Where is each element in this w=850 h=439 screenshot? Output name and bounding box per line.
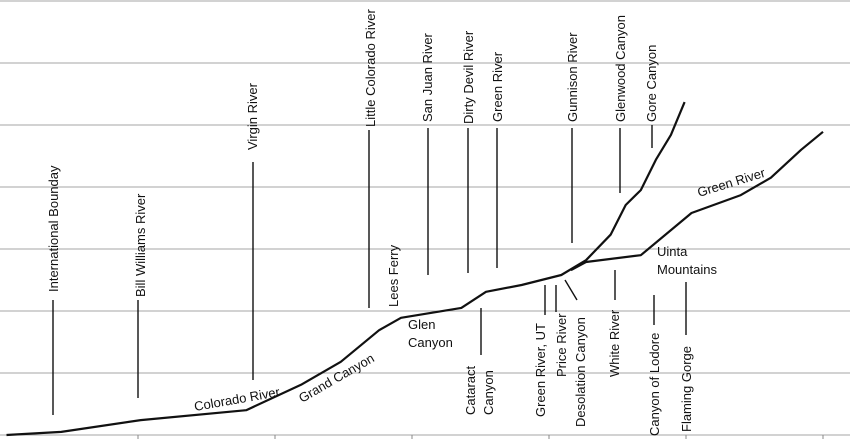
annotation-label: Green River, UT (533, 323, 548, 417)
annotation-label: Colorado River (193, 384, 282, 414)
annotation-label: Lees Ferry (386, 244, 401, 307)
annotation-label: Gore Canyon (644, 45, 659, 122)
river-profile (570, 130, 824, 272)
annotation-label: Mountains (657, 262, 717, 277)
annotation-label: Little Colorado River (363, 9, 378, 127)
annotation-label: Glen (408, 317, 435, 332)
annotation-label: Green River (695, 165, 767, 200)
annotation-label: Cataract (463, 365, 478, 415)
annotation-label: San Juan River (420, 32, 435, 122)
annotation-label: Virgin River (245, 82, 260, 150)
annotation-label: Glenwood Canyon (613, 15, 628, 122)
annotation-label: Uinta (657, 244, 688, 259)
annotation-label: Bill Williams River (133, 193, 148, 297)
leader-line (564, 279, 578, 301)
annotation-label: Canyon (408, 335, 453, 350)
annotation-label: International Bounday (46, 165, 61, 292)
annotation-label: Dirty Devil River (461, 30, 476, 124)
annotation-label: White River (607, 309, 622, 377)
annotation-label: Grand Canyon (296, 350, 377, 405)
annotation-label: Green River (490, 51, 505, 122)
annotation-label: Desolation Canyon (573, 317, 588, 427)
river-profile (6, 101, 686, 437)
annotation-label: Gunnison River (565, 32, 580, 122)
annotation-label: Price River (554, 313, 569, 377)
annotation-label: Canyon (481, 370, 496, 415)
annotation-label: Flaming Gorge (679, 346, 694, 432)
annotation-label: Canyon of Lodore (647, 333, 662, 436)
